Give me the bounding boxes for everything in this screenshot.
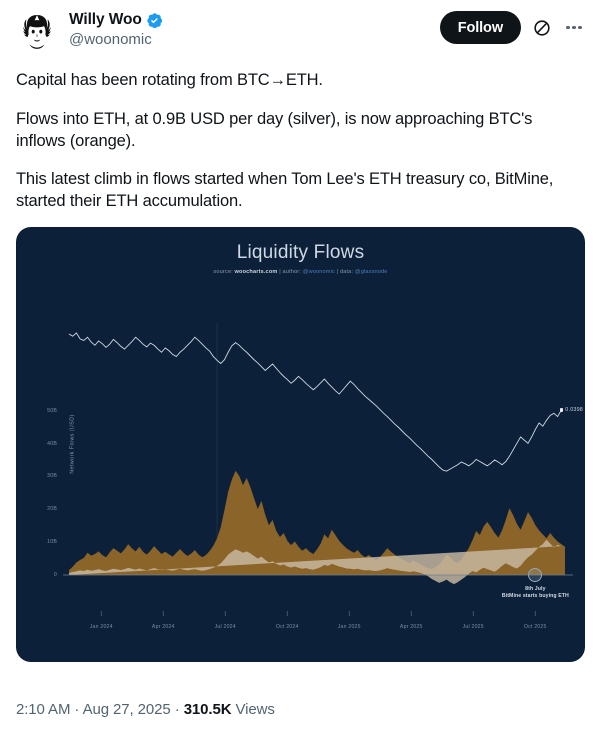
x-tick-label: Jan 2025 [337, 623, 361, 630]
header-actions: Follow [439, 11, 585, 44]
ethbtc-ratio-line [68, 332, 562, 472]
mute-icon[interactable] [531, 17, 553, 39]
more-options-icon[interactable] [563, 17, 585, 39]
tweet-footer: 2:10 AM · Aug 27, 2025 · 310.5K Views [16, 701, 275, 718]
tweet-text: Capital has been rotating from BTC→ETH. … [16, 70, 585, 213]
ethbtc-price-marker [559, 408, 564, 412]
chart-media-card[interactable]: Liquidity Flows source: woocharts.com | … [16, 226, 585, 662]
avatar[interactable] [16, 11, 58, 53]
chart-source-label: source: [213, 268, 233, 275]
y-tick-label: 30B [47, 473, 57, 480]
annotation-line-2: BitMine starts buying ETH [501, 593, 569, 600]
eth-flows-area [69, 539, 562, 585]
follow-button[interactable]: Follow [439, 11, 521, 44]
chart-author-value[interactable]: @woonomic [302, 268, 335, 275]
chart-annotation: 8th July BitMine starts buying ETH [493, 586, 577, 601]
author-handle[interactable]: @woonomic [69, 30, 152, 48]
display-name[interactable]: Willy Woo [69, 11, 142, 28]
verified-icon [147, 13, 162, 29]
chart-plot-area [17, 228, 584, 661]
paragraph-gap [16, 152, 585, 169]
paragraph-gap [16, 92, 585, 109]
chart-data-label: | data: [336, 268, 354, 275]
chart-subtitle: source: woocharts.com | author: @woonomi… [17, 269, 584, 275]
tweet-date: Aug 27, 2025 [82, 701, 171, 718]
author-names: Willy Woo @woonomic [69, 10, 162, 49]
views-count: 310.5K [183, 701, 232, 718]
views-label: Views [235, 701, 275, 718]
y-tick-label: 0 [53, 571, 57, 578]
x-tick-label: Jan 2024 [89, 623, 113, 630]
tweet-paragraph-1: Capital has been rotating from BTC→ETH. [16, 71, 323, 89]
x-tick-label: Oct 2025 [523, 623, 547, 630]
annotation-marker [528, 567, 543, 582]
x-tick-label: Apr 2024 [151, 623, 175, 630]
chart-data-value[interactable]: @glassnode [354, 268, 388, 275]
tweet-header: Willy Woo @woonomic [16, 10, 585, 62]
chart-source-value: woocharts.com [234, 268, 278, 275]
x-tick-label: Oct 2024 [275, 623, 299, 630]
y-tick-label: 40B [47, 440, 57, 447]
footer-separator: · [74, 701, 80, 718]
annotation-line-1: 8th July [525, 585, 546, 592]
y-tick-label: 20B [47, 506, 57, 513]
x-tick-label: Apr 2025 [399, 623, 423, 630]
y-tick-label: 50B [47, 407, 57, 414]
tweet-paragraph-3: This latest climb in flows started when … [16, 170, 554, 211]
tweet-time: 2:10 AM [16, 701, 71, 718]
x-tick-label: Jul 2025 [462, 623, 484, 630]
y-tick-label: 10B [47, 539, 57, 546]
chart-author-label: | author: [279, 268, 302, 275]
chart-title: Liquidity Flows [236, 241, 365, 263]
tweet-paragraph-2: Flows into ETH, at 0.9B USD per day (sil… [16, 109, 533, 150]
chart-svg [63, 322, 573, 616]
x-tick-label: Jul 2024 [214, 623, 236, 630]
footer-separator: · [174, 701, 180, 718]
ethbtc-price-label: 0.0398 ETHBTC [565, 406, 584, 413]
